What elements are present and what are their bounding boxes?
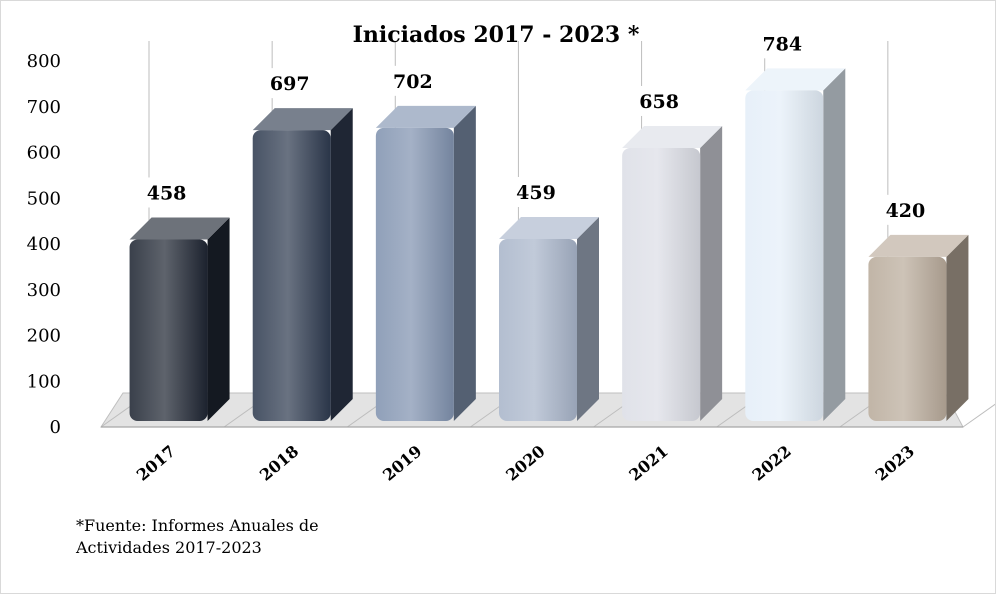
x-tick-label: 2017 xyxy=(133,442,179,485)
data-label: 702 xyxy=(393,71,433,93)
bar-top xyxy=(868,234,969,257)
bar-side xyxy=(330,108,353,421)
y-tick-label: 100 xyxy=(27,371,61,392)
data-label: 420 xyxy=(886,200,926,222)
bar-front xyxy=(745,90,824,421)
y-tick-label: 0 xyxy=(50,417,61,438)
data-label-box xyxy=(507,177,565,208)
bar-top xyxy=(499,217,599,240)
data-label-box xyxy=(630,85,689,116)
bar-side xyxy=(946,234,969,421)
bar-side xyxy=(577,217,599,421)
y-tick-label: 800 xyxy=(27,51,61,72)
y-tick-label: 400 xyxy=(27,234,61,255)
bar-2017 xyxy=(129,217,230,421)
data-label: 458 xyxy=(147,182,187,204)
x-tick-label: 2022 xyxy=(749,442,795,485)
bar-side xyxy=(453,105,476,422)
footnote-line-2: Actividades 2017-2023 xyxy=(76,538,262,557)
y-tick-label: 300 xyxy=(27,280,61,301)
x-tick-label: 2018 xyxy=(256,442,302,485)
bar-side xyxy=(207,217,230,421)
x-tick-label: 2023 xyxy=(872,442,918,485)
bar-front xyxy=(252,130,331,421)
bar-2020 xyxy=(499,217,599,421)
bar-top xyxy=(745,68,846,91)
chart-title: Iniciados 2017 - 2023 * xyxy=(353,22,640,48)
y-tick-label: 700 xyxy=(27,97,61,118)
data-label: 697 xyxy=(270,73,310,95)
y-axis-ticks: 0 100 200 300 400 500 600 700 800 xyxy=(27,51,61,438)
bar-2021 xyxy=(622,125,723,421)
bar-front xyxy=(499,239,577,421)
bar-2022 xyxy=(745,68,846,421)
bar-top xyxy=(375,105,476,128)
data-label: 658 xyxy=(639,91,679,113)
footnote-line-1: *Fuente: Informes Anuales de xyxy=(76,516,319,535)
data-label-box xyxy=(260,68,319,99)
source-footnote: *Fuente: Informes Anuales de Actividades… xyxy=(76,515,396,559)
bars: 458 697 702 459 658 784 420 xyxy=(129,28,969,422)
bar-side xyxy=(823,68,846,421)
bar-front xyxy=(868,256,947,421)
x-axis-ticks: 2017 2018 2019 2020 2021 2022 2023 xyxy=(133,442,918,485)
bar-front xyxy=(622,147,701,421)
x-tick-label: 2021 xyxy=(625,442,671,485)
bar-front xyxy=(129,239,208,421)
data-label-box xyxy=(876,194,935,225)
bar-top xyxy=(252,108,353,131)
data-label-box xyxy=(753,28,812,59)
x-tick-label: 2019 xyxy=(379,442,425,485)
bar-top xyxy=(129,217,230,240)
data-label: 459 xyxy=(516,182,556,204)
floor-gridline xyxy=(962,403,995,428)
y-tick-label: 500 xyxy=(27,188,61,209)
bar-2019 xyxy=(375,105,476,422)
y-tick-label: 200 xyxy=(27,326,61,347)
x-tick-label: 2020 xyxy=(502,442,548,485)
bar-2023 xyxy=(868,234,969,421)
bar-side xyxy=(700,125,723,421)
bar-2018 xyxy=(252,108,353,421)
bar-top xyxy=(622,125,723,148)
data-label-box xyxy=(383,65,442,96)
data-label: 784 xyxy=(762,33,802,55)
y-tick-label: 600 xyxy=(27,143,61,164)
bar-front xyxy=(375,127,454,422)
data-label-box xyxy=(137,177,196,208)
